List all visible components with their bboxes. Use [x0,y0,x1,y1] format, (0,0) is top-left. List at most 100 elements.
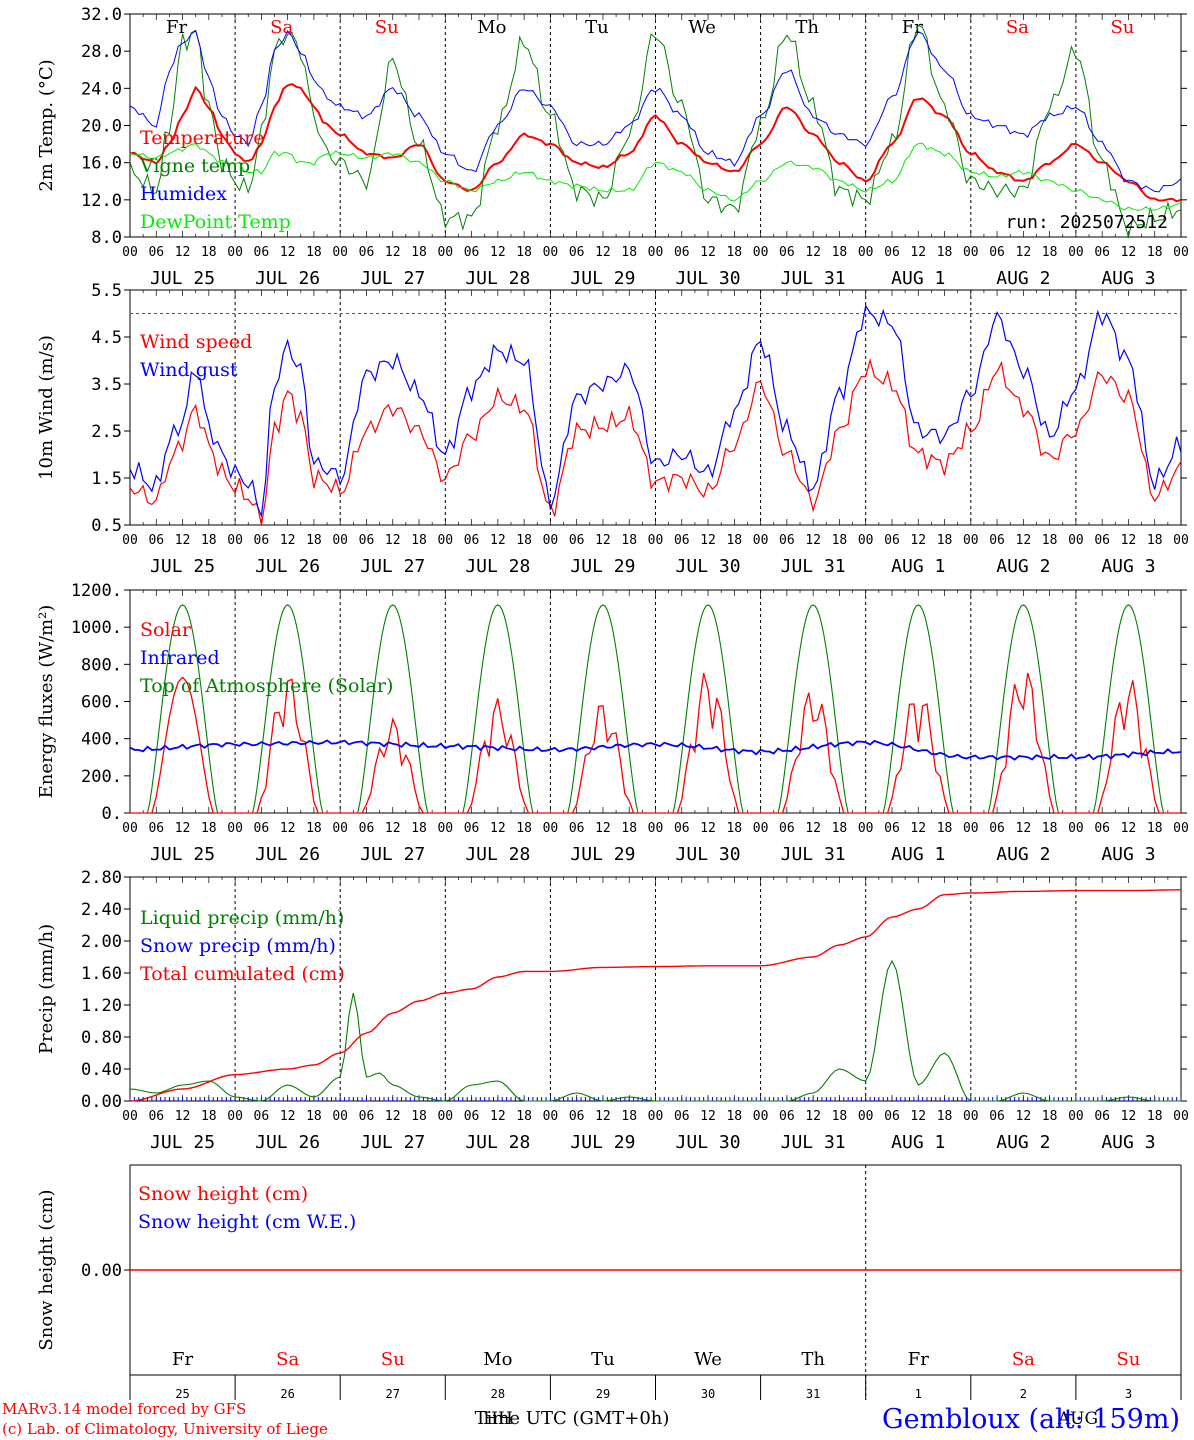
day-number: 30 [701,1387,715,1401]
y-tick-label: 2.40 [81,900,122,920]
x-hour-label: 12 [595,245,611,260]
x-date-label: JUL 25 [150,268,215,289]
x-hour-label: 06 [779,821,795,836]
x-hour-label: 06 [884,821,900,836]
x-hour-label: 00 [753,533,769,548]
x-hour-label: 06 [148,245,164,260]
legend-entry: Humidex [140,183,227,205]
x-hour-label: 00 [648,533,664,548]
y-tick-label: 4.5 [91,328,122,348]
y-tick-label: 2.00 [81,932,122,952]
x-hour-label: 00 [858,533,874,548]
x-hour-label: 06 [989,533,1005,548]
snow-baseline [129,1097,1182,1101]
run-label: run: 2025072512 [1005,212,1168,233]
x-hour-label: 12 [805,1109,821,1124]
x-date-label: JUL 31 [781,844,846,865]
x-hour-label: 12 [280,245,296,260]
x-hour-label: 18 [1042,1109,1058,1124]
x-hour-label: 00 [648,245,664,260]
y-tick-label: 32.0 [81,5,122,25]
y-tick-label: 0.5 [91,516,122,536]
x-hour-label: 00 [437,533,453,548]
x-hour-label: 00 [332,821,348,836]
x-date-label: JUL 29 [570,268,635,289]
y-tick-label: 20.0 [81,117,122,137]
x-hour-label: 00 [543,533,559,548]
y-tick-label: 1.5 [91,469,122,489]
x-hour-label: 06 [569,821,585,836]
x-date-label: JUL 30 [676,844,741,865]
x-hour-label: 18 [621,533,637,548]
series-infrared-line [129,739,1182,761]
x-hour-label: 06 [674,1109,690,1124]
x-hour-label: 00 [963,821,979,836]
x-hour-label: 06 [359,245,375,260]
x-hour-label: 18 [1147,821,1163,836]
x-axis-title: Time UTC (GMT+0h) [475,1408,670,1429]
x-date-label: JUL 26 [255,268,320,289]
day-label: Fr [902,17,923,38]
x-date-label: JUL 28 [465,268,530,289]
x-date-label: AUG 3 [1101,1132,1155,1153]
x-hour-label: 18 [516,533,532,548]
x-hour-label: 12 [175,821,191,836]
x-hour-label: 18 [726,245,742,260]
x-hour-label: 00 [858,245,874,260]
panel-frame [129,589,1182,814]
legend-entry: Wind speed [140,331,252,353]
x-hour-label: 06 [464,821,480,836]
y-axis-label: Energy fluxes (W/m²) [36,605,57,799]
x-hour-label: 00 [1173,821,1189,836]
x-hour-label: 12 [175,1109,191,1124]
x-hour-label: 00 [963,245,979,260]
x-hour-label: 06 [254,821,270,836]
x-hour-label: 06 [254,1109,270,1124]
x-hour-label: 00 [963,1109,979,1124]
legend-entry: Snow precip (mm/h) [140,935,336,957]
x-hour-label: 18 [306,821,322,836]
x-hour-label: 00 [437,245,453,260]
x-hour-label: 18 [201,821,217,836]
day-label: We [688,17,716,38]
x-hour-label: 06 [674,821,690,836]
x-hour-label: 12 [1121,1109,1137,1124]
x-hour-label: 18 [516,245,532,260]
x-hour-label: 00 [1068,245,1084,260]
x-hour-label: 00 [753,1109,769,1124]
x-date-label: JUL 28 [465,844,530,865]
day-label: Th [795,17,819,38]
day-label: Tu [585,17,609,38]
x-hour-label: 06 [254,245,270,260]
x-hour-label: 00 [122,533,138,548]
x-date-label: AUG 2 [996,1132,1050,1153]
day-label: Mo [483,1349,512,1370]
x-date-label: JUL 26 [255,1132,320,1153]
day-label: We [694,1349,722,1370]
x-hour-label: 00 [122,821,138,836]
x-date-label: JUL 31 [781,556,846,577]
x-hour-label: 12 [490,1109,506,1124]
x-hour-label: 12 [1121,533,1137,548]
x-hour-label: 00 [543,1109,559,1124]
y-tick-label: 0.00 [81,1092,122,1112]
x-hour-label: 00 [1173,1109,1189,1124]
y-tick-label: 800. [81,655,122,675]
series-liquid-line [129,959,1181,1102]
x-date-label: AUG 1 [891,556,945,577]
x-hour-label: 06 [1094,533,1110,548]
y-tick-label: 16.0 [81,154,122,174]
x-hour-label: 12 [175,533,191,548]
day-number: 31 [806,1387,820,1401]
day-number: 2 [1020,1387,1027,1401]
y-tick-label: 0.80 [81,1028,122,1048]
x-hour-label: 18 [937,533,953,548]
x-hour-label: 12 [280,1109,296,1124]
x-hour-label: 00 [1068,821,1084,836]
day-number: 3 [1125,1387,1132,1401]
x-date-label: AUG 3 [1101,268,1155,289]
day-label: Sa [1006,17,1029,38]
x-hour-label: 12 [385,1109,401,1124]
x-hour-label: 00 [1173,533,1189,548]
day-number: 29 [596,1387,610,1401]
